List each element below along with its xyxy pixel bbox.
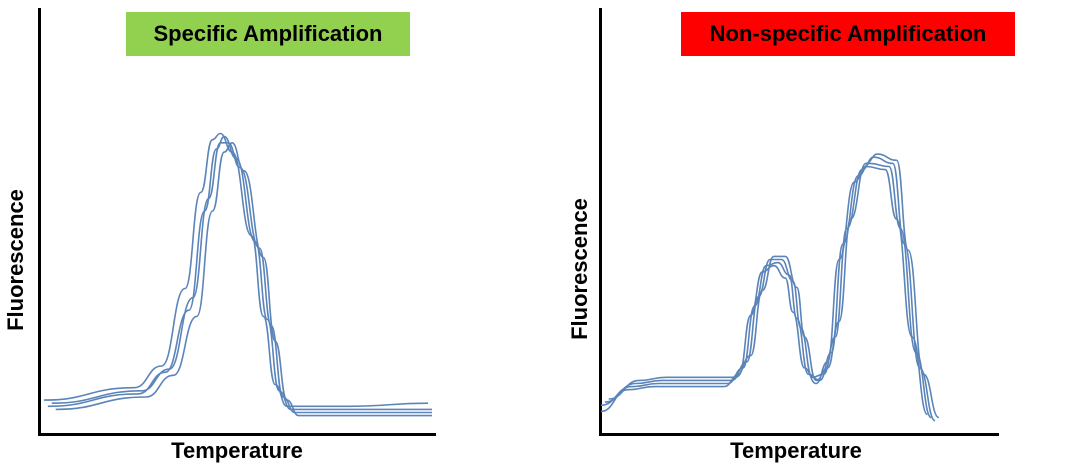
melt-curve-3 — [55, 142, 432, 417]
y-axis — [599, 8, 602, 436]
nonspecific-amplification-chart: Non-specific Amplification Fluorescence … — [535, 0, 1070, 471]
melt-curve-2 — [51, 142, 432, 414]
plot-area — [43, 132, 432, 417]
melt-curve-3 — [600, 165, 929, 416]
x-axis — [38, 433, 436, 436]
y-axis — [38, 8, 41, 436]
chart-title: Specific Amplification — [126, 12, 410, 56]
melt-curve-4 — [608, 153, 940, 419]
plot-area — [600, 153, 940, 422]
specific-amplification-chart: Specific Amplification Fluorescence Temp… — [3, 8, 436, 463]
chart-title: Non-specific Amplification — [681, 12, 1015, 56]
x-axis-label: Temperature — [171, 438, 303, 463]
melt-curve-4 — [43, 132, 429, 408]
x-axis — [599, 433, 999, 436]
x-axis-label: Temperature — [730, 438, 862, 463]
melt-curve-2 — [604, 156, 936, 422]
